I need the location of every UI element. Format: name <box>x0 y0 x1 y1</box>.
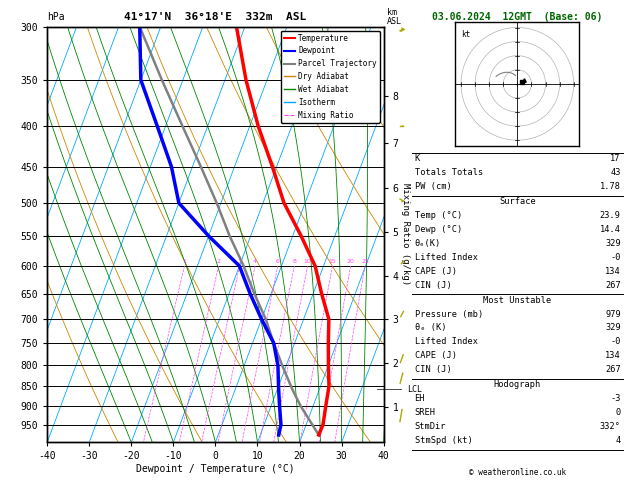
Text: 03.06.2024  12GMT  (Base: 06): 03.06.2024 12GMT (Base: 06) <box>432 12 603 22</box>
Text: CIN (J): CIN (J) <box>415 280 451 290</box>
Text: 134: 134 <box>605 267 621 276</box>
Text: 2: 2 <box>216 259 221 264</box>
Text: © weatheronline.co.uk: © weatheronline.co.uk <box>469 468 566 477</box>
Text: 23.9: 23.9 <box>600 211 621 220</box>
Text: 329: 329 <box>605 324 621 332</box>
Text: kt: kt <box>461 30 470 39</box>
Text: hPa: hPa <box>47 12 65 22</box>
Text: 1.78: 1.78 <box>600 182 621 191</box>
Text: 14.4: 14.4 <box>600 225 621 234</box>
Text: CAPE (J): CAPE (J) <box>415 267 457 276</box>
Text: 332°: 332° <box>600 422 621 431</box>
Text: θₑ(K): θₑ(K) <box>415 239 441 248</box>
Text: 6: 6 <box>276 259 280 264</box>
Text: Surface: Surface <box>499 197 536 207</box>
Text: 4: 4 <box>253 259 257 264</box>
Text: Temp (°C): Temp (°C) <box>415 211 462 220</box>
Text: 0: 0 <box>616 408 621 417</box>
Text: 20: 20 <box>347 259 355 264</box>
Legend: Temperature, Dewpoint, Parcel Trajectory, Dry Adiabat, Wet Adiabat, Isotherm, Mi: Temperature, Dewpoint, Parcel Trajectory… <box>281 31 380 122</box>
Text: Lifted Index: Lifted Index <box>415 337 477 347</box>
Text: θₑ (K): θₑ (K) <box>415 324 446 332</box>
Y-axis label: Mixing Ratio (g/kg): Mixing Ratio (g/kg) <box>401 183 409 286</box>
Text: -3: -3 <box>610 394 621 403</box>
Text: Dewp (°C): Dewp (°C) <box>415 225 462 234</box>
Text: 3: 3 <box>238 259 242 264</box>
Text: Hodograph: Hodograph <box>494 380 541 389</box>
Text: 10: 10 <box>304 259 311 264</box>
Text: StmDir: StmDir <box>415 422 446 431</box>
Text: 17: 17 <box>610 155 621 163</box>
Text: 25: 25 <box>361 259 369 264</box>
Text: CAPE (J): CAPE (J) <box>415 351 457 360</box>
Text: Most Unstable: Most Unstable <box>483 296 552 305</box>
Text: 329: 329 <box>605 239 621 248</box>
X-axis label: Dewpoint / Temperature (°C): Dewpoint / Temperature (°C) <box>136 464 295 474</box>
Text: km
ASL: km ASL <box>387 8 402 26</box>
Text: 1: 1 <box>182 259 186 264</box>
Text: Pressure (mb): Pressure (mb) <box>415 310 483 319</box>
Text: PW (cm): PW (cm) <box>415 182 451 191</box>
Text: StmSpd (kt): StmSpd (kt) <box>415 435 472 445</box>
Text: EH: EH <box>415 394 425 403</box>
Text: LCL: LCL <box>407 384 422 394</box>
Text: 267: 267 <box>605 280 621 290</box>
Text: 267: 267 <box>605 365 621 374</box>
Text: 15: 15 <box>328 259 337 264</box>
Text: SREH: SREH <box>415 408 435 417</box>
Text: -0: -0 <box>610 253 621 262</box>
Text: 979: 979 <box>605 310 621 319</box>
Text: -0: -0 <box>610 337 621 347</box>
Text: CIN (J): CIN (J) <box>415 365 451 374</box>
Text: Totals Totals: Totals Totals <box>415 168 483 177</box>
Text: Lifted Index: Lifted Index <box>415 253 477 262</box>
Text: 134: 134 <box>605 351 621 360</box>
Text: 4: 4 <box>616 435 621 445</box>
Text: 8: 8 <box>292 259 296 264</box>
Text: 43: 43 <box>610 168 621 177</box>
Text: K: K <box>415 155 420 163</box>
Text: 41°17'N  36°18'E  332m  ASL: 41°17'N 36°18'E 332m ASL <box>125 12 306 22</box>
